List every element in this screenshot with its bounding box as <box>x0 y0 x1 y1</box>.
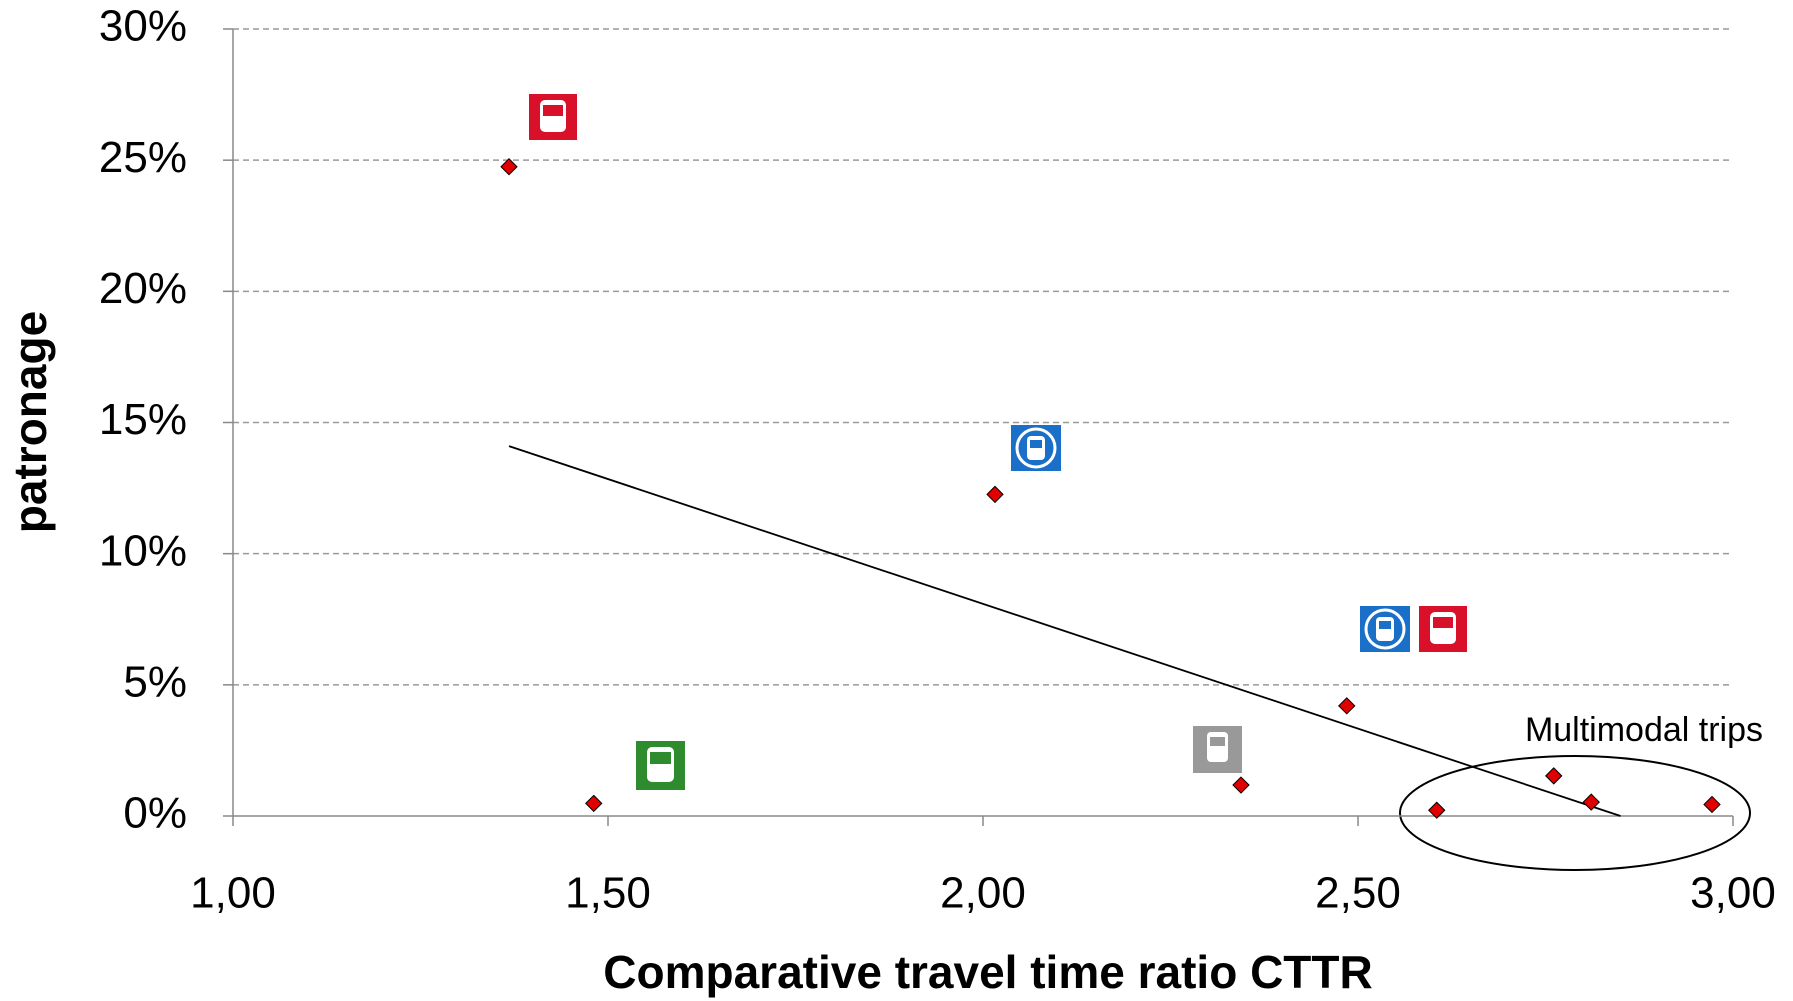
point <box>1703 795 1721 814</box>
x-tick-label: 2,00 <box>940 869 1026 918</box>
x-tick-label: 3,00 <box>1690 869 1776 918</box>
bus-icon <box>636 741 685 790</box>
trend-line <box>508 445 1621 817</box>
point <box>1582 793 1600 811</box>
bus-icon <box>1419 606 1467 652</box>
tram-icon <box>1360 606 1410 652</box>
x-tick-label: 1,00 <box>190 869 276 918</box>
train-icon <box>1193 726 1242 773</box>
y-tick-label: 20% <box>99 264 187 313</box>
y-tick-label: 5% <box>123 657 187 706</box>
point <box>585 794 603 813</box>
multimodal-ellipse <box>1399 755 1751 871</box>
x-tick-label: 1,50 <box>565 869 651 918</box>
y-tick-label: 10% <box>99 526 187 575</box>
y-tick-label: 15% <box>99 395 187 444</box>
x-tick-label: 2,50 <box>1315 869 1401 918</box>
icons <box>529 94 1467 790</box>
y-tick-label: 25% <box>99 133 187 182</box>
y-tick-label: 30% <box>99 2 187 51</box>
point <box>1545 767 1563 785</box>
tram-icon <box>1011 425 1061 471</box>
point <box>1232 776 1250 794</box>
y-axis-title: patronage <box>4 311 56 533</box>
bus-icon <box>529 94 577 140</box>
x-axis-title: Comparative travel time ratio CTTR <box>603 946 1372 998</box>
point <box>986 485 1004 504</box>
point <box>1338 697 1356 715</box>
annotation: Multimodal trips <box>1525 711 1763 749</box>
y-tick-label: 0% <box>123 789 187 838</box>
point <box>500 158 518 176</box>
point <box>1428 801 1446 819</box>
